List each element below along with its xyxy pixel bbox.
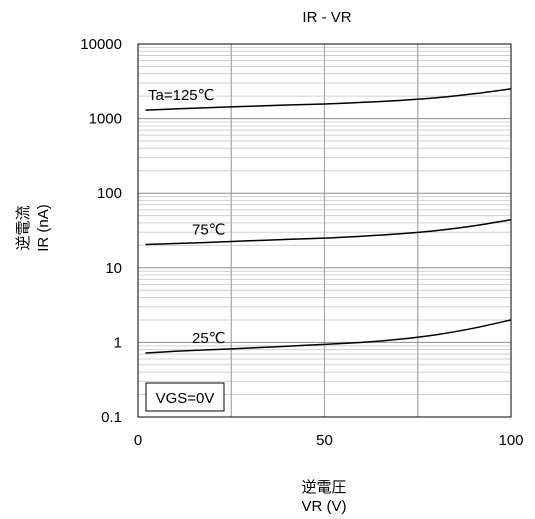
data-curves xyxy=(145,88,512,354)
y-tick-label: 100 xyxy=(97,185,122,202)
series-labels: Ta=125℃ 75℃ 25℃ xyxy=(148,87,226,347)
series-line xyxy=(145,219,512,246)
x-tick-labels: 0 50 100 xyxy=(134,432,524,449)
x-tick-label: 0 xyxy=(134,432,142,449)
condition-label: VGS=0V xyxy=(156,390,215,407)
condition-box xyxy=(145,382,225,412)
x-axis-label-jp: 逆電圧 xyxy=(301,479,346,496)
y-tick-labels: 0.1 1 10 100 1000 10000 xyxy=(80,36,122,426)
series-line xyxy=(145,88,512,111)
series-line xyxy=(145,319,512,354)
y-tick-label: 10 xyxy=(105,260,122,277)
chart-title: IR - VR xyxy=(302,9,351,26)
y-axis-label-jp: 逆電流 xyxy=(15,205,32,250)
y-axis-label-unit: IR (nA) xyxy=(35,204,52,252)
y-tick-label: 1 xyxy=(114,334,122,351)
series-label: 75℃ xyxy=(192,222,226,239)
series-label: 25℃ xyxy=(192,330,226,347)
y-tick-label: 10000 xyxy=(80,36,122,53)
series-label: Ta=125℃ xyxy=(148,87,214,104)
x-axis-label-unit: VR (V) xyxy=(302,498,347,515)
x-tick-label: 50 xyxy=(316,432,333,449)
y-tick-label: 0.1 xyxy=(101,409,122,426)
y-tick-label: 1000 xyxy=(89,111,122,128)
plot-area-frame xyxy=(137,43,512,418)
x-tick-label: 100 xyxy=(498,432,523,449)
